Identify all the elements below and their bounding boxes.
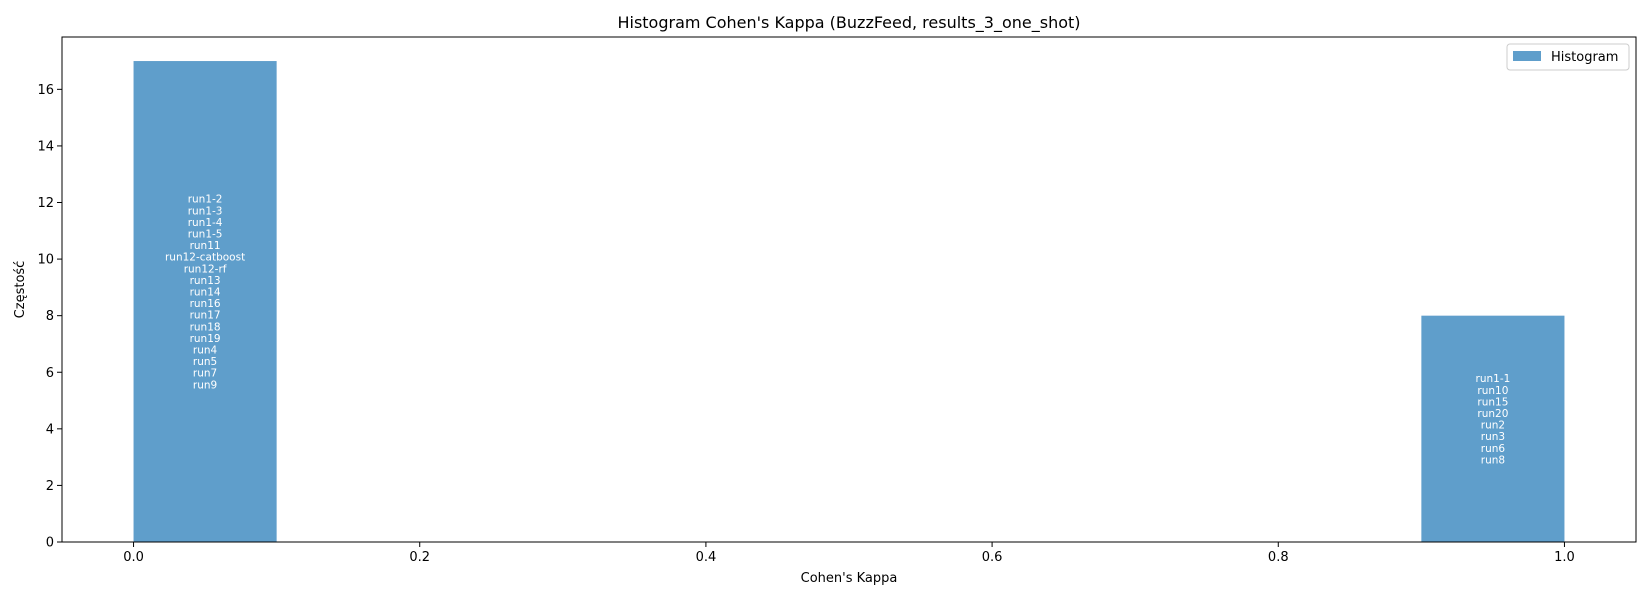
y-tick-label: 4 bbox=[46, 422, 54, 437]
bar-run-label: run15 bbox=[1477, 396, 1508, 408]
legend-box bbox=[1506, 43, 1630, 71]
legend-swatch bbox=[1513, 51, 1541, 61]
bar-run-label: run9 bbox=[193, 379, 217, 391]
bar-run-label: run4 bbox=[193, 345, 218, 357]
bar-run-label: run2 bbox=[1481, 420, 1505, 432]
x-tick-label: 0.6 bbox=[982, 550, 1003, 565]
bar-run-label: run13 bbox=[190, 275, 221, 287]
x-axis-label: Cohen's Kappa bbox=[801, 571, 898, 586]
y-tick-label: 14 bbox=[37, 139, 54, 154]
bar-run-label: run14 bbox=[190, 287, 221, 299]
chart-title: Histogram Cohen's Kappa (BuzzFeed, resul… bbox=[617, 13, 1080, 33]
y-tick-label: 10 bbox=[37, 253, 54, 268]
bar-run-label: run20 bbox=[1477, 408, 1508, 420]
bar-labels-layer: run1-2run1-3run1-4run1-5run11run12-catbo… bbox=[165, 194, 1510, 467]
bar-run-label: run3 bbox=[1481, 431, 1505, 443]
bar-run-label: run1-5 bbox=[188, 229, 223, 241]
bar-run-label: run10 bbox=[1477, 385, 1508, 397]
x-tick-label: 0.8 bbox=[1268, 550, 1289, 565]
y-tick-label: 0 bbox=[46, 536, 54, 551]
x-tick-label: 0.0 bbox=[123, 550, 144, 565]
legend: Histogram bbox=[1506, 43, 1630, 71]
x-axis: 0.0 0.2 0.4 0.6 0.8 1.0 bbox=[123, 542, 1575, 565]
bar-run-label: run12-catboost bbox=[165, 252, 245, 264]
bar-run-label: run1-2 bbox=[188, 194, 223, 206]
y-tick-label: 2 bbox=[46, 479, 54, 494]
y-tick-label: 6 bbox=[46, 366, 54, 381]
histogram-bar bbox=[1421, 315, 1565, 542]
bar-run-label: run1-1 bbox=[1476, 373, 1511, 385]
y-tick-label: 8 bbox=[46, 309, 54, 324]
x-tick-label: 0.4 bbox=[696, 550, 717, 565]
legend-entry: Histogram bbox=[1551, 50, 1618, 65]
bar-run-label: run18 bbox=[190, 321, 221, 333]
x-tick-label: 0.2 bbox=[409, 550, 430, 565]
bar-run-label: run8 bbox=[1481, 454, 1505, 466]
bar-run-label: run17 bbox=[190, 310, 221, 322]
bar-run-label: run5 bbox=[193, 356, 217, 368]
y-axis: 0 2 4 6 8 10 12 14 16 bbox=[37, 83, 62, 551]
bars-layer bbox=[133, 61, 1565, 543]
bar-run-label: run11 bbox=[190, 240, 221, 252]
y-tick-label: 12 bbox=[37, 196, 54, 211]
bar-run-label: run1-4 bbox=[188, 217, 223, 229]
histogram-bar bbox=[133, 61, 277, 543]
bar-run-label: run19 bbox=[190, 333, 221, 345]
bar-run-label: run12-rf bbox=[184, 263, 227, 275]
bar-run-label: run1-3 bbox=[188, 205, 223, 217]
y-tick-label: 16 bbox=[37, 83, 54, 98]
bar-run-label: run6 bbox=[1481, 443, 1506, 455]
x-tick-label: 1.0 bbox=[1554, 550, 1575, 565]
plot-frame bbox=[61, 36, 1637, 543]
bar-run-label: run7 bbox=[193, 368, 217, 380]
y-axis-label: Częstość bbox=[13, 261, 28, 319]
bar-run-label: run16 bbox=[190, 298, 221, 310]
